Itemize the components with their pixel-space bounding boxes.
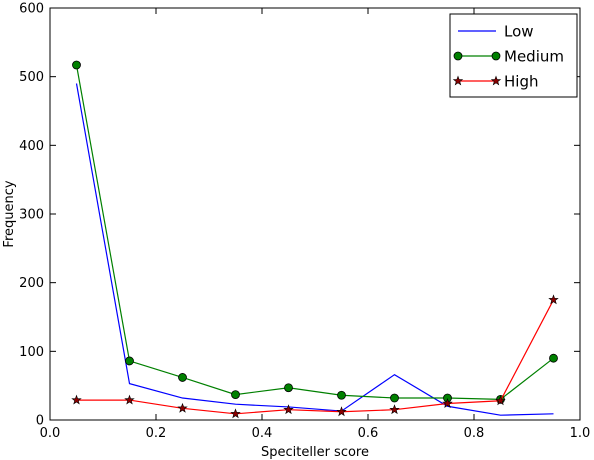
series-low: [75, 83, 554, 416]
x-tick-label: 0.4: [252, 426, 273, 441]
x-tick-label: 1.0: [570, 426, 591, 441]
y-tick-label: 0: [36, 414, 44, 429]
legend-marker: [453, 51, 463, 61]
data-point-high: [177, 402, 188, 413]
y-tick-label: 300: [19, 208, 44, 223]
data-point-high: [495, 395, 506, 406]
data-point-medium: [178, 373, 187, 382]
data-point-medium: [231, 390, 240, 399]
x-tick-label: 0.2: [146, 426, 167, 441]
data-point-high: [124, 394, 135, 405]
y-tick-label: 400: [19, 139, 44, 154]
series-line-medium: [75, 64, 554, 401]
series-layer: [71, 60, 559, 419]
series-high: [71, 294, 559, 419]
series-medium: [72, 60, 558, 404]
y-tick-label: 200: [19, 276, 44, 291]
data-point-medium: [125, 356, 134, 366]
data-point-high: [230, 408, 241, 419]
x-tick-label: 0.6: [358, 426, 379, 441]
y-tick-label: 500: [19, 70, 44, 85]
legend-entry-low: Low: [458, 23, 534, 41]
legend-entry-medium: Medium: [453, 48, 564, 66]
data-point-medium: [72, 60, 81, 70]
x-tick-label: 0.8: [464, 426, 485, 441]
x-axis-label: Speciteller score: [261, 445, 369, 460]
data-point-high: [71, 394, 82, 405]
legend-label: Medium: [504, 48, 564, 66]
legend-entry-high: High: [452, 73, 538, 91]
legend-marker: [490, 75, 502, 86]
data-point-medium: [284, 383, 293, 393]
data-point-medium: [549, 353, 558, 363]
data-point-high: [548, 294, 559, 305]
legend-label: High: [504, 73, 538, 91]
y-tick-label: 600: [19, 2, 44, 17]
series-line-low: [75, 83, 554, 416]
data-point-medium: [390, 393, 399, 403]
data-point-high: [442, 398, 453, 408]
data-point-high: [389, 404, 400, 415]
legend: Low Medium High: [449, 13, 578, 98]
x-tick-label: 0.0: [40, 426, 61, 441]
legend-label: Low: [504, 23, 534, 41]
series-line-high: [76, 299, 555, 415]
y-axis-label: Frequency: [2, 180, 17, 247]
y-tick-label: 100: [19, 345, 44, 360]
data-point-medium: [337, 390, 346, 400]
data-point-high: [283, 404, 294, 415]
legend-marker: [452, 75, 464, 86]
legend-marker: [491, 51, 501, 61]
axis-ticks: 0.0 0.2 0.4 0.6 0.8 1.0 0 100 200 300 400 500 600: [19, 2, 590, 442]
data-point-high: [336, 406, 347, 417]
